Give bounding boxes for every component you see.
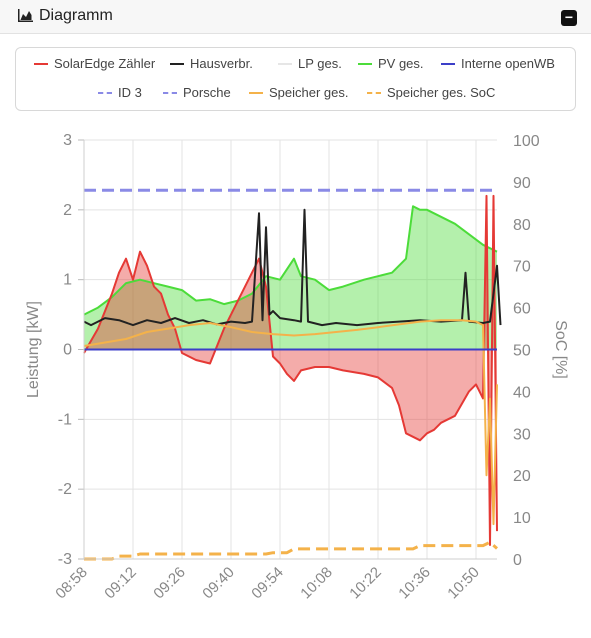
y-tick-label-left: -3 — [58, 551, 72, 568]
x-tick-label: 10:08 — [297, 564, 336, 603]
y-tick-label-left: 1 — [63, 272, 72, 289]
legend-swatch — [441, 62, 455, 65]
legend-item-id3[interactable]: ID 3 — [98, 85, 142, 100]
x-tick-label: 09:26 — [150, 564, 189, 603]
legend-swatch — [34, 62, 48, 65]
legend-swatch — [358, 62, 372, 65]
y-tick-label-right: 20 — [513, 468, 531, 485]
x-tick-label: 09:40 — [199, 564, 238, 603]
chart-areas — [84, 195, 497, 545]
legend-item-speicher-ges[interactable]: Speicher ges. — [249, 85, 349, 100]
y-tick-label-right: 30 — [513, 426, 531, 443]
legend-item-pv-ges[interactable]: PV ges. — [358, 56, 424, 71]
line-speicher-ges-soc — [84, 540, 499, 561]
power-chart: 08:58 09:12 09:26 09:40 09:54 10:08 10:22 10:36… — [25, 132, 569, 603]
y-tick-label-right: 100 — [513, 133, 540, 150]
x-tick-label: 09:12 — [101, 564, 140, 603]
x-tick-label: 10:22 — [346, 564, 385, 603]
chart-lines — [83, 188, 502, 561]
legend-label: Speicher ges. SoC — [387, 85, 496, 100]
y-tick-label-left: 0 — [63, 342, 72, 359]
legend-item-speicher-soc[interactable]: Speicher ges. SoC — [367, 85, 495, 100]
x-tick-label: 09:54 — [248, 564, 287, 603]
y-tick-label-left: 2 — [63, 202, 72, 219]
legend-label: Speicher ges. — [269, 85, 349, 100]
y-tick-label-right: 50 — [513, 343, 531, 360]
legend-item-lp-ges[interactable]: LP ges. — [278, 56, 342, 71]
legend-item-hausverbr[interactable]: Hausverbr. — [170, 56, 253, 71]
y-tick-label-left: -1 — [58, 411, 72, 428]
x-tick-label: 08:58 — [52, 564, 91, 603]
line-speicher-ges — [83, 319, 498, 526]
legend-label: Interne openWB — [461, 56, 555, 71]
legend-label: Hausverbr. — [190, 56, 253, 71]
y-tick-label-right: 60 — [513, 301, 531, 318]
y-tick-label-right: 90 — [513, 175, 531, 192]
line-solaredge-z-hler — [83, 194, 498, 546]
chart-legend: SolarEdge Zähler Hausverbr. LP ges. PV g… — [15, 47, 576, 111]
legend-swatch — [278, 62, 292, 65]
area-chart-icon — [17, 9, 33, 23]
page-title: Diagramm — [39, 7, 113, 24]
y-tick-label-right: 70 — [513, 259, 531, 276]
y-tick-label-right: 0 — [513, 552, 522, 569]
card-title: Diagramm — [17, 7, 113, 25]
y-tick-label-right: 40 — [513, 384, 531, 401]
y-tick-label-left: -2 — [58, 481, 72, 498]
y-axis-label-left: Leistung [kW] — [25, 301, 42, 398]
legend-swatch — [367, 91, 381, 94]
legend-label: PV ges. — [378, 56, 424, 71]
legend-swatch — [170, 62, 184, 65]
legend-label: ID 3 — [118, 85, 142, 100]
legend-item-porsche[interactable]: Porsche — [163, 85, 231, 100]
area-solaredge-z-hler — [84, 195, 497, 545]
legend-item-interne-openwb[interactable]: Interne openWB — [441, 56, 555, 71]
legend-swatch — [163, 91, 177, 94]
area-pv-ges — [84, 206, 497, 350]
legend-swatch — [98, 91, 112, 94]
y-tick-label-right: 80 — [513, 217, 531, 234]
line-pv-ges — [83, 205, 498, 316]
legend-swatch — [249, 91, 263, 94]
y-axis-label-right: SoC [%] — [552, 320, 569, 379]
y-tick-label-left: 3 — [63, 132, 72, 149]
legend-label: LP ges. — [298, 56, 342, 71]
x-tick-label: 10:36 — [395, 564, 434, 603]
card-header: Diagramm − — [0, 0, 591, 34]
x-tick-label: 10:50 — [444, 564, 483, 603]
collapse-button[interactable]: − — [561, 10, 577, 26]
legend-label: Porsche — [183, 85, 231, 100]
legend-item-solaredge[interactable]: SolarEdge Zähler — [34, 56, 155, 71]
legend-label: SolarEdge Zähler — [54, 56, 156, 71]
y-tick-label-right: 10 — [513, 510, 531, 527]
